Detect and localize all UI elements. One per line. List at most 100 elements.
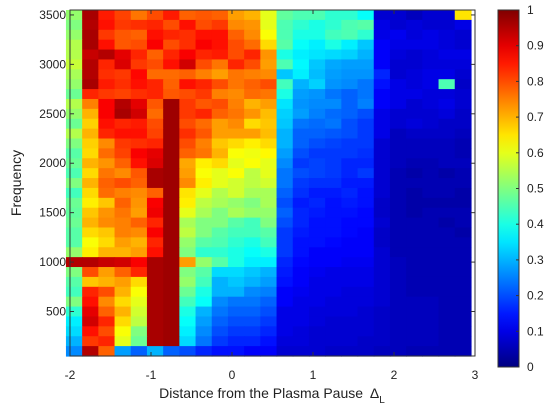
heatmap-cell (260, 316, 278, 327)
heatmap-cell (211, 148, 229, 159)
heatmap-cell (65, 217, 83, 229)
heatmap-cell (438, 267, 456, 278)
heatmap-cell (195, 326, 213, 337)
heatmap-cell (130, 19, 148, 31)
heatmap-cell (195, 138, 213, 149)
heatmap-cell (422, 128, 440, 140)
heatmap-cell (341, 296, 359, 308)
heatmap-cell (308, 326, 326, 337)
heatmap-cell (406, 49, 423, 61)
heatmap-cell (227, 276, 245, 288)
heatmap-cell (65, 296, 83, 308)
heatmap-cell (260, 207, 278, 219)
heatmap-cell (454, 98, 472, 110)
heatmap-cell (422, 49, 440, 61)
heatmap-cell (244, 108, 261, 120)
heatmap-cell (65, 178, 83, 189)
heatmap-cell (406, 138, 423, 149)
heatmap-cell (389, 128, 407, 140)
heatmap-cell (227, 316, 245, 327)
heatmap-cell (438, 98, 456, 110)
heatmap-cell (276, 217, 294, 229)
heatmap-cell (406, 217, 423, 229)
heatmap-cell (146, 59, 164, 70)
heatmap-cell (195, 49, 213, 61)
heatmap-cell (422, 98, 440, 110)
heatmap-cell (308, 168, 326, 179)
heatmap-cell (357, 326, 375, 337)
heatmap-cell (276, 108, 294, 120)
heatmap-cell (244, 138, 261, 149)
heatmap-cell (227, 227, 245, 238)
heatmap-cell (98, 69, 116, 80)
heatmap-cell (260, 247, 278, 258)
heatmap-cell (163, 296, 180, 308)
heatmap-cell (292, 118, 310, 130)
heatmap-cell (341, 168, 359, 179)
heatmap-cell (211, 276, 229, 288)
heatmap-cell (325, 79, 342, 90)
heatmap-cell (406, 29, 423, 41)
heatmap-cell (325, 207, 342, 219)
heatmap-cell (357, 10, 375, 21)
heatmap-cell (146, 138, 164, 149)
heatmap-cell (454, 128, 472, 140)
heatmap-cell (227, 296, 245, 308)
heatmap-cell (114, 108, 132, 120)
heatmap-cell (438, 118, 456, 130)
heatmap-cell (98, 19, 116, 31)
heatmap-cell (260, 79, 278, 90)
heatmap-cell (179, 247, 197, 258)
heatmap-cell (341, 59, 359, 70)
heatmap-cell (179, 69, 197, 80)
heatmap-cell (389, 79, 407, 90)
heatmap-cell (65, 346, 83, 357)
x-tick-label: -2 (65, 368, 76, 382)
heatmap-cell (244, 187, 261, 199)
heatmap-cell (308, 128, 326, 140)
heatmap-cell (65, 187, 83, 199)
heatmap-cell (211, 267, 229, 278)
heatmap-cell (82, 168, 99, 179)
heatmap-cell (146, 247, 164, 258)
heatmap-cell (211, 29, 229, 41)
heatmap-cell (341, 286, 359, 298)
heatmap-cell (341, 247, 359, 258)
heatmap-cell (211, 316, 229, 327)
heatmap-cell (65, 158, 83, 169)
heatmap-cell (146, 276, 164, 288)
heatmap-cell (438, 286, 456, 298)
heatmap-cell (82, 19, 99, 31)
heatmap-cell (211, 326, 229, 337)
heatmap-cell (163, 98, 180, 110)
heatmap-cell (341, 158, 359, 169)
heatmap-cell (163, 118, 180, 130)
heatmap-cell (438, 148, 456, 159)
heatmap-cell (325, 227, 342, 238)
heatmap-cell (227, 39, 245, 51)
heatmap-cell (357, 316, 375, 327)
heatmap-cell (341, 49, 359, 61)
heatmap-cell (325, 69, 342, 80)
heatmap-cell (227, 178, 245, 189)
heatmap-cell (373, 296, 391, 308)
heatmap-cell (179, 49, 197, 61)
heatmap-cell (325, 336, 342, 347)
heatmap-cell (422, 178, 440, 189)
heatmap-cell (389, 296, 407, 308)
heatmap-cell (146, 128, 164, 140)
heatmap-cell (163, 69, 180, 80)
heatmap-cell (179, 108, 197, 120)
heatmap-cell (65, 286, 83, 298)
heatmap-cell (82, 247, 99, 258)
heatmap-cell (308, 79, 326, 90)
heatmap-cell (292, 336, 310, 347)
heatmap-cell (163, 128, 180, 140)
heatmap-cell (389, 69, 407, 80)
heatmap-cell (357, 336, 375, 347)
heatmap-cell (325, 128, 342, 140)
heatmap-cell (325, 187, 342, 199)
heatmap-cell (292, 326, 310, 337)
heatmap-cell (260, 39, 278, 51)
